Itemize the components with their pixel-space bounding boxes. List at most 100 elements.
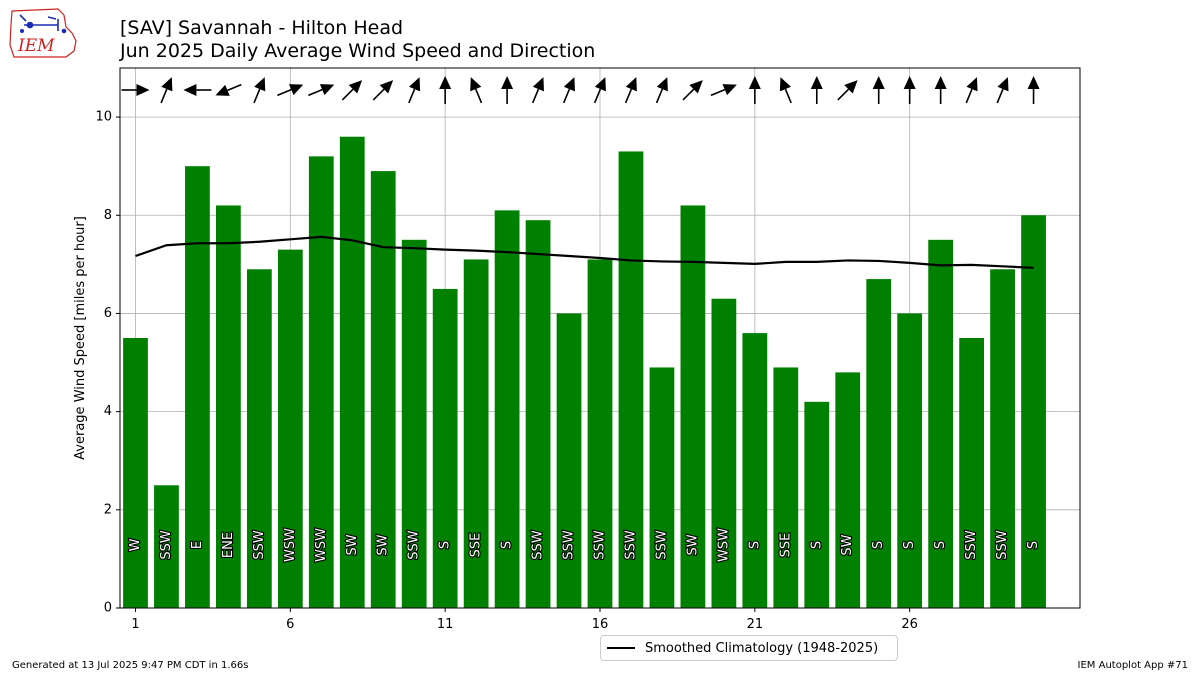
wind-arrow-day-9 [372, 80, 394, 101]
direction-label-day-22: SSE [778, 533, 793, 558]
wind-arrow-day-8 [341, 80, 363, 101]
wind-speed-bar-day-17 [618, 151, 644, 609]
y-tick-label: 2 [104, 502, 112, 517]
y-tick-label: 10 [95, 110, 112, 125]
wind-arrow-day-16 [593, 77, 606, 104]
climatology-line-layer [135, 235, 1034, 269]
climatology-line [135, 235, 1034, 269]
direction-label-day-10: SSW [407, 530, 422, 560]
iem-logo: IEM [9, 8, 77, 58]
wind-arrow-day-24 [837, 80, 858, 101]
direction-label-day-5: SSW [252, 530, 267, 560]
wind-arrow-day-22 [779, 77, 792, 104]
x-tick-label: 16 [592, 617, 609, 632]
wind-speed-bar-day-2 [154, 485, 179, 608]
wind-arrow-day-23 [810, 76, 823, 104]
direction-label-day-24: SW [840, 534, 855, 555]
wind-speed-bar-day-26 [897, 313, 923, 608]
wind-speed-bar-day-19 [680, 205, 706, 609]
wind-arrow-day-12 [470, 77, 483, 104]
wind-speed-bar-day-27 [928, 239, 954, 608]
direction-label-day-13: S [500, 541, 515, 549]
direction-label-day-16: SSW [593, 530, 608, 560]
direction-label-day-6: WSW [283, 528, 298, 562]
wind-arrow-day-25 [872, 76, 885, 104]
direction-label-day-7: WSW [314, 528, 329, 562]
y-tick-label: 0 [104, 601, 112, 616]
x-tick-label: 6 [286, 617, 294, 632]
wind-arrow-day-5 [253, 77, 266, 104]
wind-speed-bar-day-24 [835, 372, 861, 608]
wind-arrow-day-1 [121, 84, 150, 96]
y-tick-label: 6 [104, 306, 112, 321]
x-tick-label: 21 [747, 617, 764, 632]
wind-arrow-day-29 [996, 77, 1009, 104]
direction-label-day-4: ENE [221, 532, 236, 558]
y-tick-label: 8 [104, 208, 112, 223]
generated-timestamp: Generated at 13 Jul 2025 9:47 PM CDT in … [12, 660, 249, 671]
wind-speed-bar-day-4 [216, 205, 241, 609]
direction-label-day-28: SSW [964, 530, 979, 560]
wind-speed-bar-day-9 [370, 171, 396, 608]
logo-text: IEM [17, 36, 55, 56]
legend-line-swatch [607, 647, 635, 649]
direction-label-day-17: SSW [623, 530, 638, 560]
wind-arrow-day-28 [965, 77, 978, 104]
direction-label-day-11: S [438, 541, 453, 549]
direction-label-day-27: S [933, 541, 948, 549]
wind-speed-bar-day-15 [556, 313, 582, 608]
direction-label-day-29: SSW [995, 530, 1010, 560]
direction-label-day-3: E [190, 541, 205, 549]
direction-label-layer: W SSW E ENE SSW WSW WSW SW SW SSW S SSE S SSW SSW SSW SS… [127, 527, 1042, 563]
wind-speed-bar-day-30 [1021, 215, 1046, 609]
wind-speed-bar-day-8 [339, 136, 365, 608]
wind-arrow-day-2 [160, 77, 173, 104]
y-tick-label: 4 [104, 404, 112, 419]
chart-subtitle: Jun 2025 Daily Average Wind Speed and Di… [120, 40, 596, 62]
wind-arrow-layer [121, 76, 1040, 104]
wind-arrow-day-3 [183, 84, 212, 96]
x-tick-label: 26 [901, 617, 918, 632]
wind-arrow-day-27 [934, 76, 947, 104]
direction-label-day-8: SW [345, 534, 360, 555]
x-axis-ticks: 1 6 11 16 21 26 [131, 608, 918, 632]
wind-speed-bar-day-14 [525, 220, 551, 608]
wind-speed-bar-day-7 [308, 156, 334, 608]
wind-arrow-day-6 [277, 84, 304, 97]
direction-label-day-15: SSW [562, 530, 577, 560]
y-axis-label: Average Wind Speed [miles per hour] [73, 216, 88, 460]
wind-speed-bar-day-6 [277, 249, 303, 609]
direction-label-day-9: SW [376, 534, 391, 555]
wind-speed-bar-day-21 [742, 333, 768, 608]
x-tick-label: 11 [437, 617, 454, 632]
wind-arrow-day-4 [215, 83, 242, 96]
wind-speed-bar-day-10 [401, 239, 427, 608]
direction-label-day-2: SSW [159, 530, 174, 560]
y-axis-ticks: 0 2 4 6 8 10 [95, 110, 120, 616]
wind-arrow-day-17 [624, 77, 637, 104]
wind-speed-bar-day-5 [246, 269, 272, 608]
wind-arrow-day-15 [562, 77, 575, 104]
wind-speed-bar-day-12 [463, 259, 489, 608]
wind-speed-bar-day-29 [990, 269, 1015, 608]
wind-arrow-day-19 [682, 80, 703, 101]
wind-arrow-day-21 [748, 76, 761, 104]
wind-speed-bar-day-18 [649, 367, 675, 608]
legend: Smoothed Climatology (1948-2025) [600, 635, 898, 661]
wind-speed-bar-day-3 [185, 166, 210, 608]
wind-arrow-day-30 [1027, 76, 1040, 104]
wind-speed-bar-day-1 [123, 338, 148, 608]
direction-label-day-18: SSW [654, 530, 669, 560]
wind-speed-bar-day-23 [804, 401, 830, 608]
direction-label-day-19: SW [685, 534, 700, 555]
direction-label-day-1: W [128, 538, 143, 551]
wind-speed-bar-day-11 [432, 288, 458, 608]
wind-arrow-day-11 [439, 76, 452, 104]
wind-speed-bar-day-25 [866, 279, 892, 608]
app-label: IEM Autoplot App #71 [1077, 660, 1188, 671]
direction-label-day-23: S [809, 541, 824, 549]
wind-speed-bar-day-13 [494, 210, 520, 608]
direction-label-day-21: S [747, 541, 762, 549]
chart-title: [SAV] Savannah - Hilton Head [120, 17, 404, 39]
